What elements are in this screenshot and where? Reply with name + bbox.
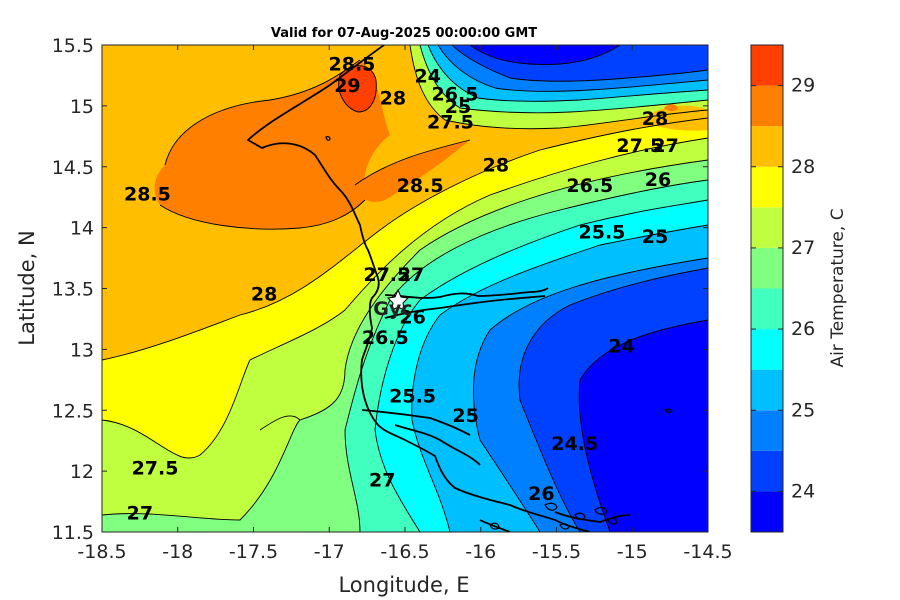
contour-label: 25 <box>452 405 478 427</box>
contour-label: 25.5 <box>579 221 626 243</box>
contour-label: 27.5 <box>363 264 410 286</box>
colorbar-swatch <box>751 329 783 370</box>
x-tick-label: -17 <box>314 541 345 563</box>
place-labels: Gyc <box>373 298 412 320</box>
contour-label: 29 <box>334 75 360 97</box>
contour-label: 26.5 <box>566 175 613 197</box>
colorbar-tick-label: 26 <box>791 318 815 340</box>
x-tick-label: -18.5 <box>77 541 126 563</box>
colorbar-swatch <box>751 166 783 208</box>
colorbar-swatch <box>751 491 783 532</box>
contour-label: 28 <box>642 108 668 130</box>
colorbar-swatch <box>751 369 783 411</box>
contour-label: 27 <box>652 135 678 157</box>
x-axis-title: Longitude, E <box>338 573 469 597</box>
contour-label: 26 <box>399 307 425 329</box>
contour-lines <box>102 45 708 532</box>
contour-label: 28 <box>483 154 509 176</box>
colorbar-tick-label: 28 <box>791 156 815 178</box>
contour-label: 25 <box>642 226 668 248</box>
contour-label: 24 <box>608 336 634 358</box>
y-axis-title: Latitude, N <box>15 230 39 346</box>
x-tick-label: -15.5 <box>532 541 581 563</box>
chart-title: Valid for 07-Aug-2025 00:00:00 GMT <box>271 26 537 41</box>
contour-label: 27 <box>398 264 424 286</box>
contour-label: 27 <box>127 503 153 525</box>
y-tick-label: 11.5 <box>52 522 94 544</box>
contour-label: 28 <box>380 87 406 109</box>
ne-band-23-5 <box>470 45 620 65</box>
colorbar-tick-label: 25 <box>791 399 815 421</box>
y-tick-label: 15 <box>70 96 94 118</box>
coastline <box>247 45 631 532</box>
colorbar-swatch <box>751 288 783 330</box>
y-tick-label: 15.5 <box>52 35 94 57</box>
contour-label: 28.5 <box>124 184 171 206</box>
contour-label: 26 <box>528 483 554 505</box>
contour-label: 27.5 <box>427 112 474 134</box>
colorbar-title: Air Temperature, C <box>828 208 848 367</box>
colorbar-swatch <box>751 207 783 248</box>
x-tick-label: -15 <box>617 541 648 563</box>
colorbar-swatch <box>751 45 783 86</box>
y-tick-label: 14.5 <box>52 157 94 179</box>
x-tick-label: -16 <box>465 541 496 563</box>
colorbar-tick-label: 24 <box>791 480 815 502</box>
colorbar-swatch <box>751 410 783 451</box>
x-tick-label: -16.5 <box>380 541 429 563</box>
colorbar-frame <box>750 44 784 533</box>
contour-label: 28 <box>251 283 277 305</box>
y-axis: 15.5 15 14.5 14 13.5 13 12.5 12 11.5 <box>52 35 708 544</box>
contour-label: 26 <box>645 169 671 191</box>
x-tick-label: -17.5 <box>229 541 278 563</box>
band-28-5-east <box>355 140 470 202</box>
contour-label: 28.5 <box>329 53 376 75</box>
contour-label: 27 <box>369 470 395 492</box>
contour-label: 25 <box>445 96 471 118</box>
contour-label: 27.5 <box>616 135 663 157</box>
contour-label: 26.5 <box>432 84 479 106</box>
colorbar-swatch <box>751 126 783 167</box>
y-tick-label: 13 <box>70 339 94 361</box>
place-label: Gyc <box>373 298 412 320</box>
band-23-5 <box>579 320 708 532</box>
colorbar-swatch <box>751 450 783 492</box>
x-axis: -18.5 -18 -17.5 -17 -16.5 -16 -15.5 -15 -14.5 <box>77 45 733 563</box>
colorbar-swatch <box>751 247 783 289</box>
y-tick-label: 12 <box>70 461 94 483</box>
contour-label: 27.5 <box>132 457 179 479</box>
contour-label: 28.5 <box>397 175 444 197</box>
x-tick-label: -18 <box>162 541 193 563</box>
islands <box>325 136 673 530</box>
y-tick-label: 13.5 <box>52 279 94 301</box>
y-tick-label: 14 <box>70 218 94 240</box>
contour-label: 24.5 <box>551 433 598 455</box>
colorbar: 29 28 27 26 25 24 <box>750 44 815 533</box>
x-tick-label: -14.5 <box>683 541 732 563</box>
contour-label: 26.5 <box>362 327 409 349</box>
y-tick-label: 12.5 <box>52 400 94 422</box>
station-star-marker <box>386 288 410 311</box>
contour-label: 25.5 <box>389 386 436 408</box>
colorbar-tick-label: 27 <box>791 237 815 259</box>
band-29 <box>338 65 377 112</box>
contour-label: 24 <box>414 65 440 87</box>
colorbar-tick-label: 29 <box>791 75 815 97</box>
ne-band-28-5 <box>664 104 678 111</box>
colorbar-swatch <box>751 85 783 127</box>
